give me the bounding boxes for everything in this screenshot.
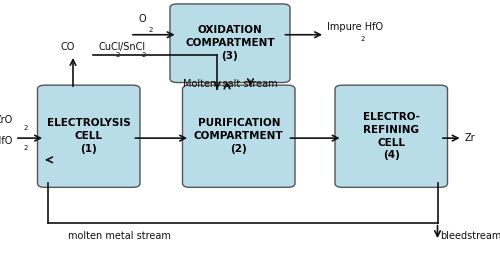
Text: ZrO: ZrO xyxy=(0,115,12,125)
Text: 2: 2 xyxy=(24,125,28,131)
Text: Impure HfO: Impure HfO xyxy=(328,22,384,32)
Text: bleedstream: bleedstream xyxy=(440,231,500,241)
Text: Zr: Zr xyxy=(465,133,475,143)
Text: ELECTRO-
REFINING
CELL
(4): ELECTRO- REFINING CELL (4) xyxy=(363,112,420,160)
Text: CuCl: CuCl xyxy=(98,42,120,52)
Text: /SnCl: /SnCl xyxy=(120,42,145,52)
Text: CO: CO xyxy=(61,42,75,52)
Text: 2: 2 xyxy=(141,52,146,58)
Text: 2: 2 xyxy=(149,28,154,34)
FancyBboxPatch shape xyxy=(38,85,140,187)
Text: 2: 2 xyxy=(24,145,28,151)
Text: O: O xyxy=(138,14,146,24)
Text: HfO: HfO xyxy=(0,136,12,146)
Text: 2: 2 xyxy=(116,52,120,58)
FancyBboxPatch shape xyxy=(335,85,448,187)
FancyBboxPatch shape xyxy=(182,85,295,187)
Text: PURIFICATION
COMPARTMENT
(2): PURIFICATION COMPARTMENT (2) xyxy=(194,118,284,154)
Text: OXIDATION
COMPARTMENT
(3): OXIDATION COMPARTMENT (3) xyxy=(185,25,275,61)
Text: molten metal stream: molten metal stream xyxy=(68,231,170,241)
Text: Molten  salt stream: Molten salt stream xyxy=(182,79,278,89)
Text: ELECTROLYSIS
CELL
(1): ELECTROLYSIS CELL (1) xyxy=(47,118,130,154)
FancyBboxPatch shape xyxy=(170,4,290,83)
Text: 2: 2 xyxy=(360,36,365,42)
